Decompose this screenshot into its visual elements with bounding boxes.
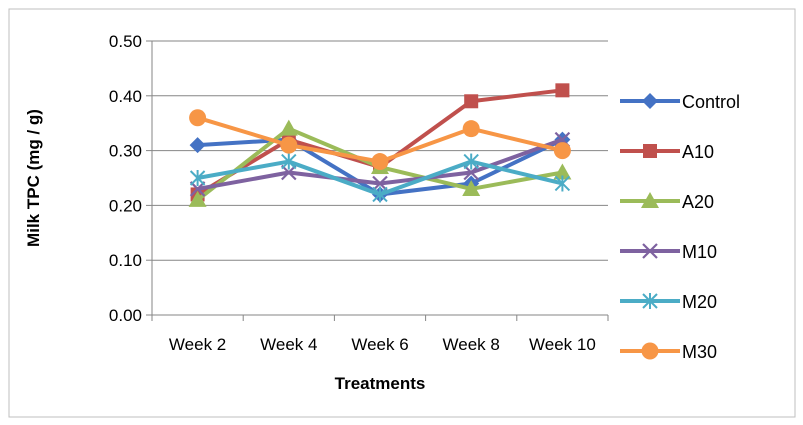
- x-tick-label: Week 4: [260, 335, 317, 354]
- data-point-m20: [372, 186, 388, 203]
- data-point-m10: [189, 181, 206, 197]
- data-point-m10: [372, 175, 388, 192]
- legend-marker: [642, 243, 658, 259]
- x-tick-label: Week 6: [351, 335, 408, 354]
- data-point-m30: [462, 120, 480, 138]
- legend-item-m20: M20: [620, 292, 717, 312]
- legend-marker: [641, 192, 659, 208]
- legend-item-a20: A20: [620, 192, 714, 212]
- legend-marker: [643, 144, 657, 158]
- data-point-a20: [188, 190, 207, 207]
- legend-item-m30: M30: [620, 342, 717, 362]
- data-point-a20: [553, 163, 572, 180]
- legend-label: M20: [682, 292, 717, 312]
- y-tick-label: 0.50: [109, 32, 142, 51]
- y-axis-title: Milk TPC (mg / g): [24, 109, 43, 247]
- data-point-m30: [371, 153, 389, 171]
- data-point-a20: [279, 119, 298, 136]
- data-point-m10: [281, 164, 297, 181]
- axes: 0.00 0.10 0.20 0.30 0.40 0.50 Week 2 Week 4 Week…: [109, 32, 609, 354]
- legend-label: A10: [682, 142, 714, 162]
- data-point-a10: [555, 83, 570, 98]
- series-lines: [188, 83, 572, 207]
- legend-marker: [642, 93, 658, 109]
- y-tick-label: 0.10: [109, 251, 142, 270]
- x-tick-label: Week 2: [169, 335, 226, 354]
- data-point-m20: [281, 153, 297, 170]
- data-point-m20: [189, 170, 206, 186]
- data-point-a10: [464, 94, 479, 109]
- data-point-a20: [462, 179, 481, 196]
- legend-label: A20: [682, 192, 714, 212]
- legend-item-control: Control: [620, 92, 740, 112]
- legend-label: M10: [682, 242, 717, 262]
- y-tick-label: 0.00: [109, 306, 142, 325]
- series-m10: [189, 131, 571, 197]
- data-point-m30: [280, 136, 298, 154]
- legend-marker: [641, 342, 659, 360]
- y-tick-label: 0.20: [109, 196, 142, 215]
- x-tick-label: Week 10: [529, 335, 596, 354]
- x-axis-title: Treatments: [335, 374, 426, 393]
- y-tick-label: 0.30: [109, 142, 142, 161]
- data-point-m30: [189, 109, 207, 127]
- data-point-control: [189, 137, 206, 154]
- series-m20: [189, 153, 571, 203]
- data-point-m10: [463, 164, 479, 181]
- series-m30: [189, 109, 571, 171]
- legend-item-m10: M10: [620, 242, 717, 262]
- data-point-m20: [554, 175, 571, 192]
- legend-label: M30: [682, 342, 717, 362]
- legend-item-a10: A10: [620, 142, 714, 162]
- y-tick-label: 0.40: [109, 87, 142, 106]
- x-tick-label: Week 8: [443, 335, 500, 354]
- gridlines: [152, 40, 608, 261]
- data-point-m30: [553, 142, 571, 160]
- legend-marker: [642, 293, 658, 309]
- legend: Control A10 A20 M10 M20 M30: [620, 92, 740, 362]
- legend-label: Control: [682, 92, 740, 112]
- data-point-m20: [463, 153, 479, 170]
